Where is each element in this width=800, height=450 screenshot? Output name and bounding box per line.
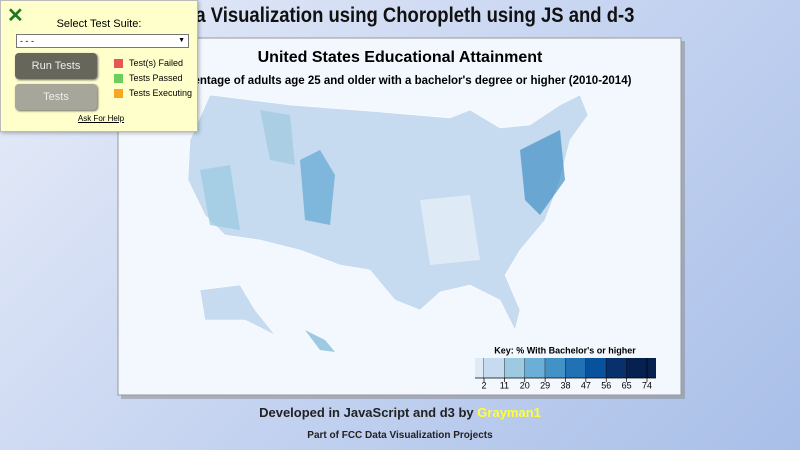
key-swatch <box>545 358 566 378</box>
run-tests-button[interactable]: Run Tests <box>15 53 97 79</box>
footer-credit: Developed in JavaScript and d3 by Grayma… <box>0 405 800 420</box>
key-tick-label: 2 <box>481 380 486 390</box>
tests-button[interactable]: Tests <box>15 84 97 110</box>
footer-text: Developed in JavaScript and d3 by <box>259 405 474 420</box>
us-map <box>187 94 589 352</box>
key-tick-label: 56 <box>601 380 611 390</box>
key-swatch <box>606 358 627 378</box>
map-region <box>520 130 565 215</box>
map-region <box>200 165 240 230</box>
hawaii <box>305 330 335 352</box>
page-title: Data Visualization using Choropleth usin… <box>165 4 635 27</box>
suite-select[interactable]: - - - ▼ <box>16 34 189 48</box>
key-swatch <box>484 358 505 378</box>
map-region <box>420 195 480 265</box>
key-swatch <box>565 358 586 378</box>
key-swatch <box>475 358 484 378</box>
key-tick-label: 29 <box>540 380 550 390</box>
alaska <box>199 284 276 336</box>
footer-note: Part of FCC Data Visualization Projects <box>307 430 493 441</box>
card-subtitle: Percentage of adults age 25 and older wi… <box>169 75 632 87</box>
legend-swatch <box>114 89 123 98</box>
legend-label: Tests Executing <box>129 88 193 98</box>
suite-label: Select Test Suite: <box>56 18 142 30</box>
close-button[interactable]: ✕ <box>7 5 24 27</box>
map-region <box>260 110 295 165</box>
help-link[interactable]: Ask For Help <box>77 114 125 123</box>
key-swatch <box>504 358 525 378</box>
legend-swatch <box>114 74 123 83</box>
key-title: Key: % With Bachelor's or higher <box>494 345 636 355</box>
author-link[interactable]: Grayman1 <box>477 405 541 420</box>
card-title: United States Educational Attainment <box>258 49 543 66</box>
key-tick-label: 20 <box>520 380 530 390</box>
key-swatch <box>585 358 607 378</box>
select-option: - - - <box>20 36 34 46</box>
test-panel: ✕ Select Test Suite: - - - ▼ Run Tests Te… <box>0 0 198 132</box>
key-tick-label: 65 <box>622 380 632 390</box>
legend-swatch <box>114 59 123 68</box>
legend-label: Tests Passed <box>129 73 183 83</box>
key-tick-label: 47 <box>581 380 591 390</box>
key-swatch <box>524 358 546 378</box>
key-swatch <box>626 358 656 378</box>
key-tick-label: 38 <box>560 380 570 390</box>
key: 2 11 20 29 38 47 56 65 74 <box>475 358 656 390</box>
key-tick-label: 74 <box>642 380 652 390</box>
map-region <box>300 150 335 225</box>
key-tick-label: 11 <box>500 380 509 390</box>
legend-label: Test(s) Failed <box>129 58 184 68</box>
